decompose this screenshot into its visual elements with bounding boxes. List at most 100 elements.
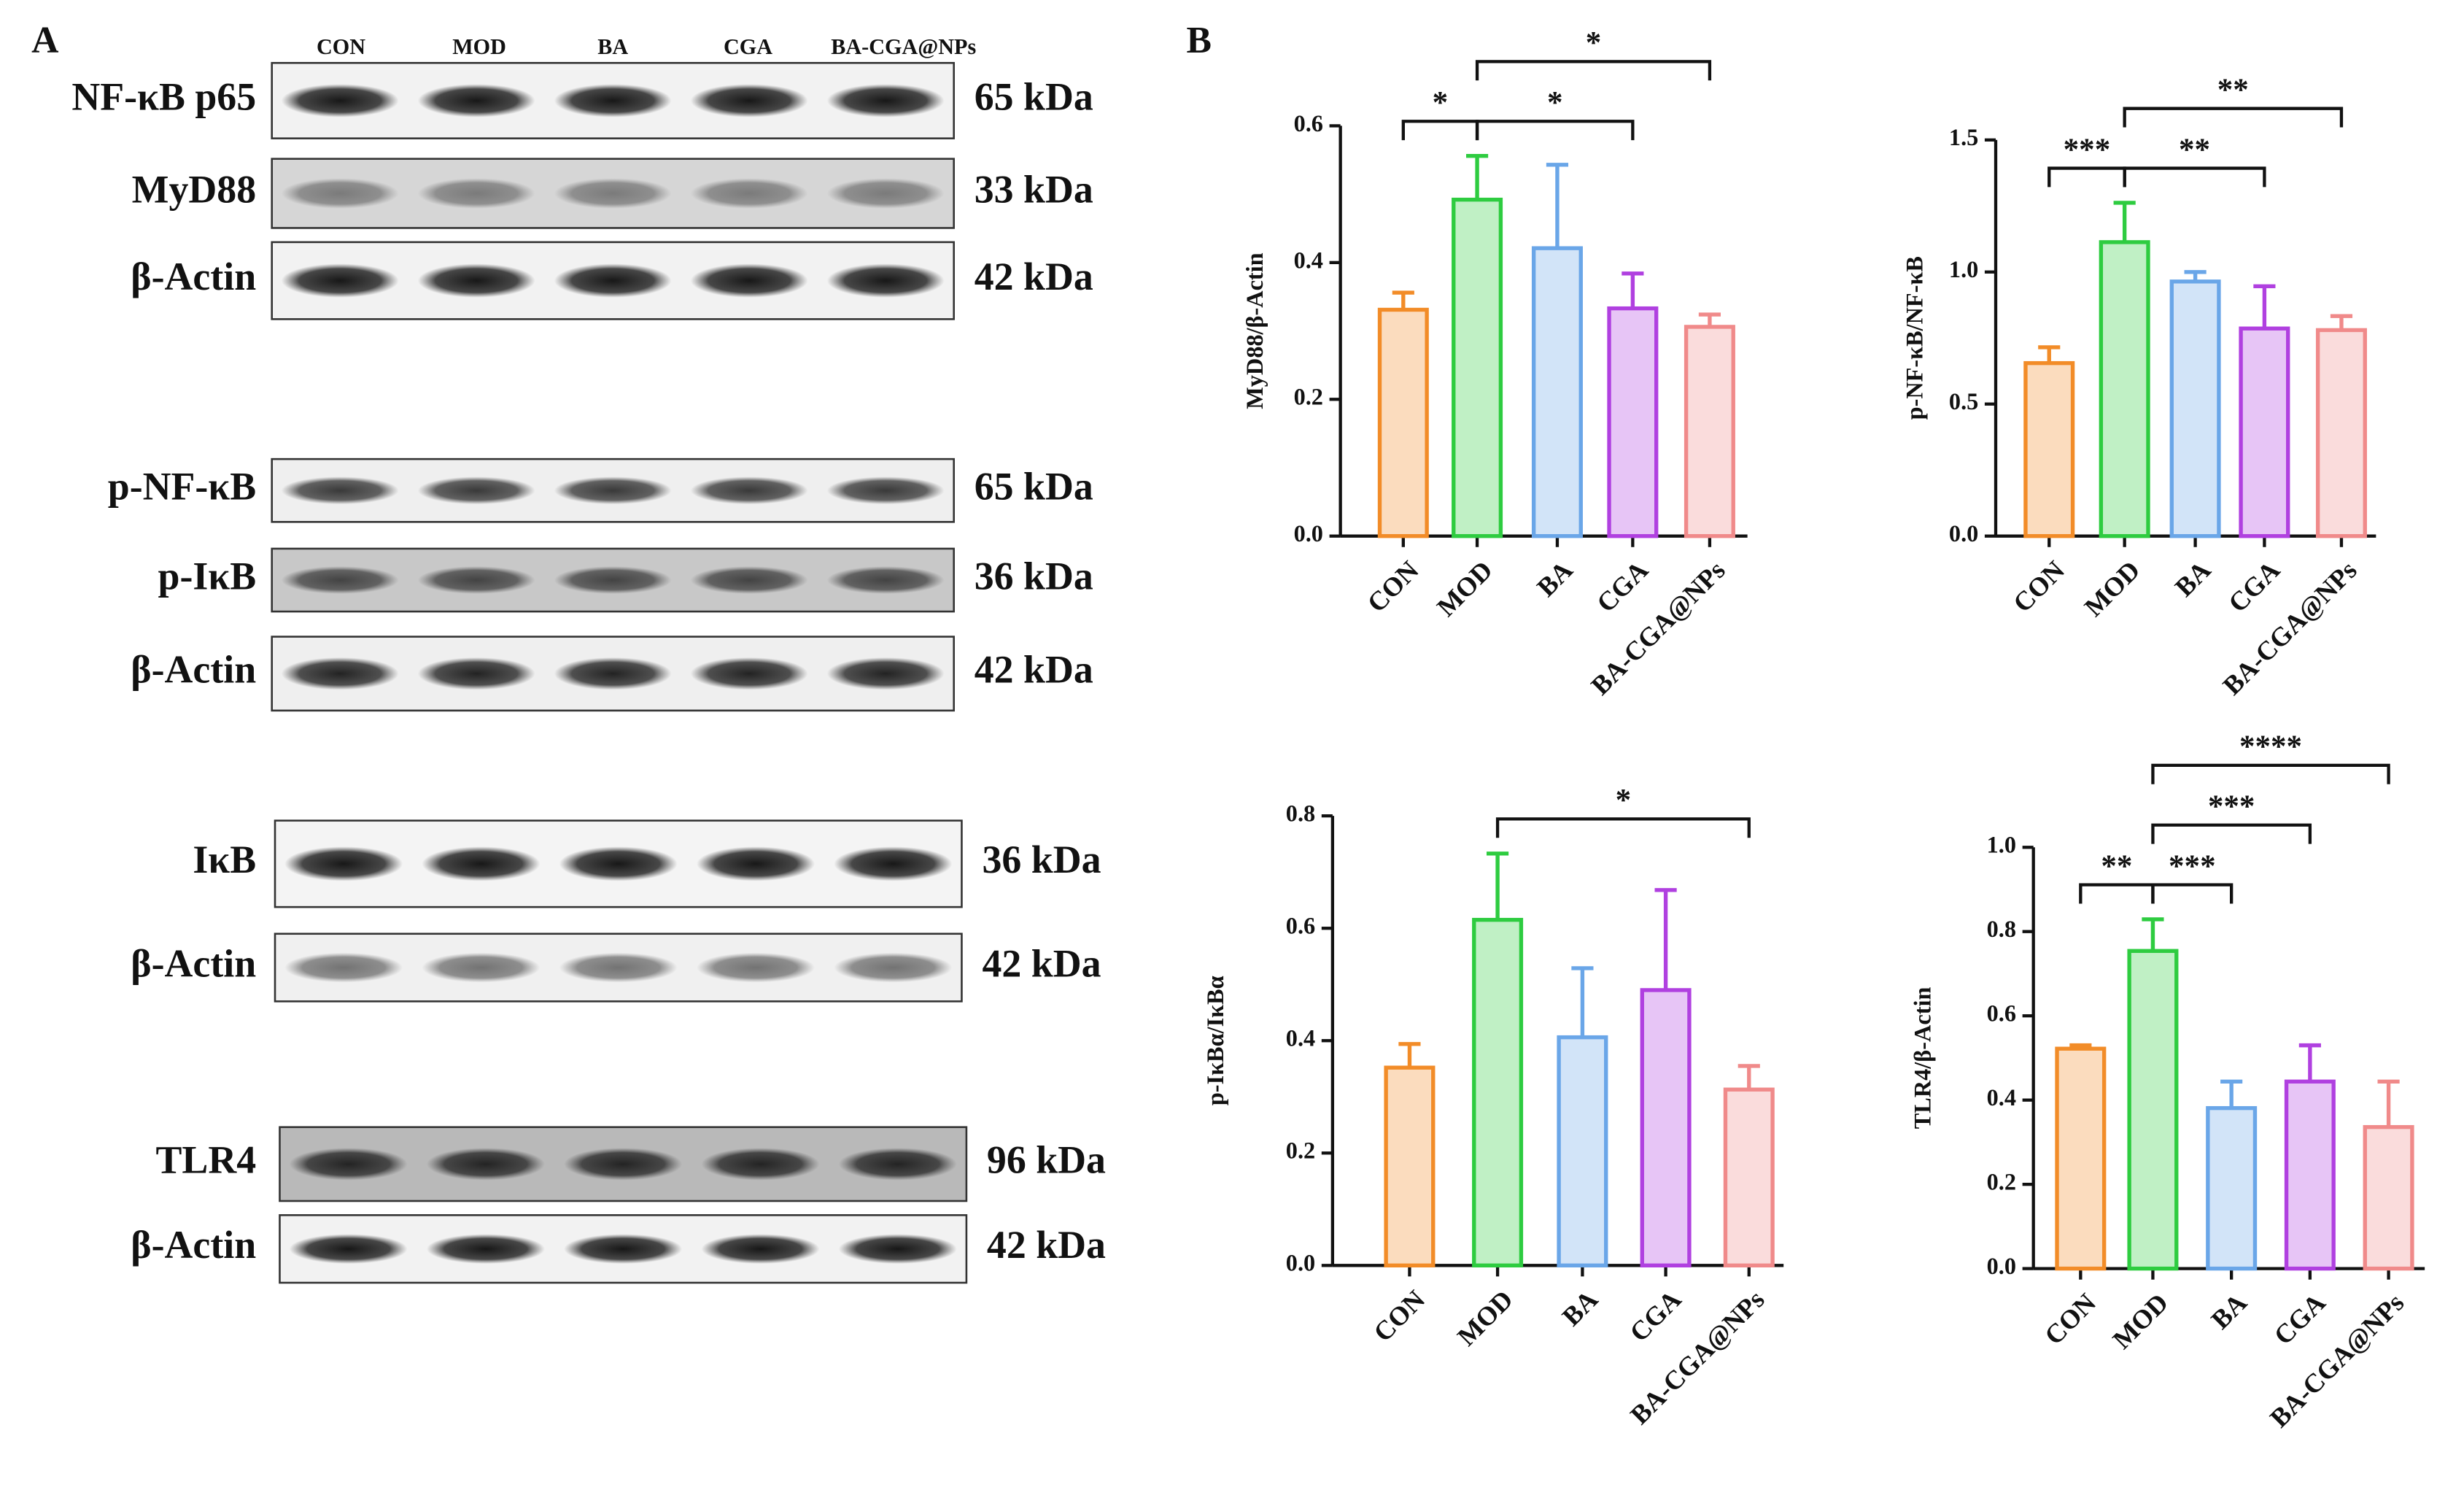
y-tick-label: 0.2 — [1294, 384, 1323, 410]
bar — [1557, 1035, 1608, 1268]
y-tick-label: 0.6 — [1294, 110, 1323, 136]
bar — [1377, 307, 1429, 538]
protein-label: p-IκB — [158, 554, 257, 598]
x-tick-label: MOD — [2107, 1287, 2174, 1354]
blot-band — [417, 263, 535, 298]
x-tick-label: CON — [2007, 555, 2071, 618]
blot-band — [826, 476, 945, 505]
significance-label: *** — [2064, 133, 2111, 167]
blot-band — [701, 1234, 820, 1264]
blot-band — [690, 657, 808, 690]
bar — [2284, 1079, 2336, 1271]
blot-band — [417, 657, 535, 690]
size-label: 65 kDa — [975, 465, 1093, 509]
significance-label: * — [1433, 86, 1449, 120]
x-tick-label: MOD — [2078, 555, 2145, 622]
y-tick-label: 1.0 — [1987, 832, 2016, 858]
lane-label: CON — [317, 34, 365, 59]
blot-band — [690, 178, 808, 209]
y-tick-label: 0.8 — [1286, 800, 1315, 827]
significance-bracket — [2151, 823, 2312, 844]
blot-band — [564, 1148, 683, 1181]
y-axis-label: p-IκBα/IκBα — [1202, 976, 1228, 1105]
blot-band — [281, 476, 399, 505]
blot-band — [838, 1234, 957, 1264]
x-tick-label: BA — [2205, 1287, 2252, 1335]
bar — [1723, 1087, 1775, 1268]
blot-band — [289, 1234, 408, 1264]
blot-band — [826, 657, 945, 690]
y-tick-label: 0.4 — [1286, 1025, 1315, 1051]
y-tick-label: 0.4 — [1294, 247, 1323, 273]
protein-label: NF-κB p65 — [71, 74, 256, 118]
y-tick-label: 0.4 — [1987, 1084, 2016, 1111]
significance-label: **** — [2239, 730, 2302, 764]
blot-band — [554, 84, 672, 117]
y-tick-label: 0.0 — [1949, 520, 1978, 547]
bar — [2239, 326, 2290, 538]
x-tick-label: CGA — [1624, 1284, 1687, 1348]
significance-label: * — [1547, 86, 1563, 120]
x-tick-label: MOD — [1431, 555, 1498, 622]
x-tick-label: BA — [1556, 1284, 1603, 1332]
significance-label: * — [1586, 26, 1602, 61]
significance-bracket — [2123, 107, 2344, 128]
significance-label: ** — [2101, 849, 2132, 884]
blot-band — [554, 263, 672, 298]
x-tick-label: BA-CGA@NPs — [2217, 555, 2363, 700]
x-tick-label: BA — [2169, 555, 2216, 602]
blot-band — [826, 566, 945, 594]
size-label: 36 kDa — [982, 838, 1101, 881]
lane-label: BA-CGA@NPs — [831, 34, 976, 59]
lane-label: MOD — [452, 34, 506, 59]
blot-band — [281, 566, 399, 594]
size-label: 36 kDa — [975, 554, 1093, 598]
bar — [1684, 325, 1735, 538]
blot-band — [417, 476, 535, 505]
y-tick-label: 0.5 — [1949, 388, 1978, 414]
blot-band — [284, 952, 403, 983]
significance-bracket — [2151, 883, 2234, 904]
x-tick-label: BA-CGA@NPs — [2264, 1287, 2410, 1433]
blot-band — [417, 84, 535, 117]
blot-band — [826, 263, 945, 298]
significance-bracket — [1495, 817, 1751, 838]
blot-band — [426, 1234, 545, 1264]
blot-band — [281, 263, 399, 298]
bar — [1472, 917, 1524, 1268]
protein-label: MyD88 — [132, 167, 256, 211]
blot-band — [559, 846, 678, 881]
significance-label: *** — [2208, 789, 2255, 824]
bar — [1607, 306, 1659, 538]
blot-band — [701, 1148, 820, 1181]
bar — [1531, 246, 1583, 538]
bar — [2023, 360, 2075, 538]
x-tick-label: CON — [1361, 555, 1425, 618]
blot-band — [697, 952, 815, 983]
y-tick-label: 0.2 — [1987, 1169, 2016, 1195]
bar — [2127, 949, 2179, 1271]
y-tick-label: 1.0 — [1949, 256, 1978, 282]
significance-label: *** — [2169, 849, 2216, 884]
x-tick-label: CON — [1368, 1284, 1431, 1348]
blot-band — [417, 566, 535, 594]
bar — [2055, 1046, 2107, 1271]
significance-label: ** — [2179, 133, 2210, 167]
significance-label: ** — [2217, 73, 2249, 107]
y-tick-label: 0.0 — [1987, 1253, 2016, 1279]
blot-band — [281, 84, 399, 117]
protein-label: β-Actin — [131, 648, 256, 692]
bar — [2099, 240, 2150, 538]
bar — [1452, 197, 1503, 538]
panel-label: B — [1187, 20, 1212, 61]
protein-label: β-Actin — [131, 255, 256, 298]
bar — [1640, 988, 1692, 1268]
y-tick-label: 0.6 — [1286, 913, 1315, 939]
y-axis-label: TLR4/β-Actin — [1909, 987, 1935, 1130]
bar — [1384, 1065, 1436, 1268]
bar — [2206, 1105, 2258, 1271]
panel-label: A — [31, 20, 58, 61]
protein-label: p-NF-κB — [108, 465, 256, 509]
blot-band — [690, 476, 808, 505]
blot-band — [554, 657, 672, 690]
